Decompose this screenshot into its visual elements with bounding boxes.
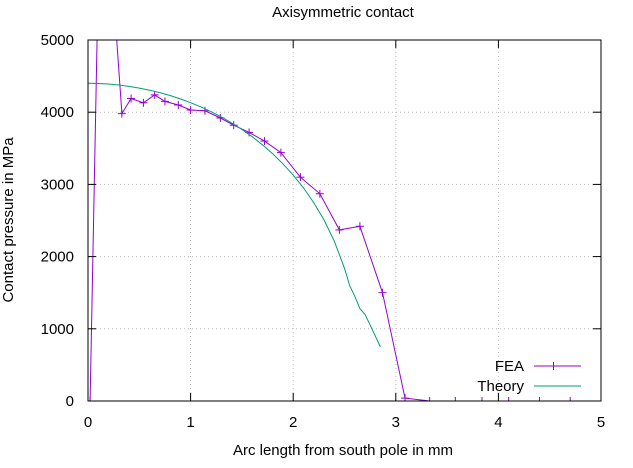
x-axis-title: Arc length from south pole in mm (233, 442, 453, 459)
data-point-fea (451, 397, 460, 401)
data-point-fea (477, 397, 486, 401)
data-point-fea (296, 173, 305, 182)
plot-area (88, 22, 575, 401)
x-tick-label: 4 (494, 414, 502, 431)
x-tick-label: 5 (597, 414, 605, 431)
y-tick-label: 3000 (41, 176, 74, 193)
data-point-fea (315, 189, 324, 198)
data-point-fea (260, 137, 269, 146)
gridlines (88, 40, 601, 401)
data-point-fea (335, 225, 344, 234)
data-point-fea (276, 148, 285, 157)
y-tick-label: 5000 (41, 32, 74, 49)
data-point-fea (200, 106, 209, 115)
data-point-fea (229, 121, 238, 130)
legend-label-theory: Theory (477, 378, 524, 395)
data-point-fea (112, 22, 120, 30)
series-layer (88, 22, 575, 401)
data-point-fea (535, 397, 544, 401)
x-tick-label: 3 (392, 414, 400, 431)
legend-label-fea: FEA (495, 358, 524, 375)
data-point-fea (174, 100, 183, 109)
y-tick-label: 1000 (41, 321, 74, 338)
data-point-fea (355, 222, 364, 231)
y-tick-label: 2000 (41, 249, 74, 266)
series-line-theory (88, 82, 381, 348)
series-line-fea (89, 40, 571, 401)
data-point-fea (566, 397, 575, 401)
data-point-fea (425, 397, 434, 401)
data-point-fea (93, 29, 101, 37)
y-tick-label: 4000 (41, 104, 74, 121)
axis-ticks: 0 1 2 3 4 5 0 1000 2000 3000 4000 5000 (41, 32, 606, 431)
x-tick-label: 2 (289, 414, 297, 431)
data-point-fea (88, 397, 95, 401)
chart-title: Axisymmetric contact (272, 4, 415, 21)
data-point-fea (378, 288, 387, 297)
data-point-fea (186, 106, 195, 115)
data-point-fea (160, 97, 169, 106)
data-point-fea (139, 98, 148, 107)
data-point-fea (150, 90, 159, 99)
data-point-fea (504, 397, 513, 401)
plot-frame (87, 39, 602, 402)
y-tick-label: 0 (66, 393, 74, 410)
x-tick-label: 1 (186, 414, 194, 431)
x-tick-label: 0 (84, 414, 92, 431)
data-point-fea (127, 94, 136, 103)
y-axis-title: Contact pressure in MPa (0, 137, 17, 303)
data-point-fea (117, 109, 126, 118)
legend: FEA Theory (477, 358, 581, 395)
